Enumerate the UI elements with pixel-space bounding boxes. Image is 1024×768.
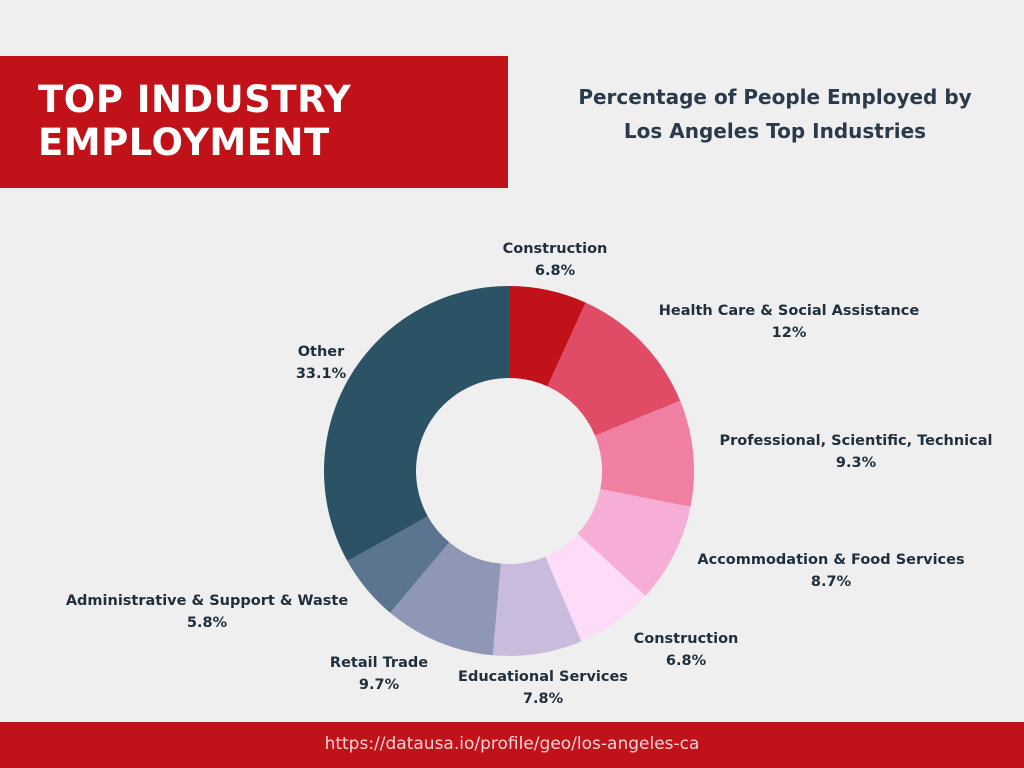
slice-value-label: 7.8% bbox=[523, 691, 564, 707]
slice-value-label: 8.7% bbox=[811, 574, 852, 590]
slice-label-9: Other 33.1% bbox=[296, 344, 347, 382]
title-line-2: EMPLOYMENT bbox=[38, 121, 330, 164]
slice-7 bbox=[390, 542, 501, 656]
slice-category-label: Other bbox=[298, 344, 345, 360]
slice-4 bbox=[577, 489, 691, 596]
slice-category-label: Accommodation & Food Services bbox=[697, 552, 964, 568]
donut-chart: Construction 6.8% Health Care & Social Ass… bbox=[66, 241, 993, 707]
slice-value-label: 6.8% bbox=[666, 653, 707, 669]
slice-6 bbox=[492, 556, 582, 656]
slice-label-7: Retail Trade 9.7% bbox=[330, 655, 428, 693]
slice-8 bbox=[347, 516, 450, 613]
slice-category-label: Construction bbox=[634, 631, 739, 647]
slice-label-4: Accommodation & Food Services 8.7% bbox=[697, 552, 964, 590]
subtitle-line-1: Percentage of People Employed by bbox=[578, 85, 972, 109]
footer-bar: https://datausa.io/profile/geo/los-angel… bbox=[0, 722, 1024, 768]
subtitle-line-2: Los Angeles Top Industries bbox=[623, 119, 927, 143]
slice-label-2: Health Care & Social Assistance 12% bbox=[659, 303, 920, 341]
slice-5 bbox=[545, 533, 646, 642]
source-link[interactable]: https://datausa.io/profile/geo/los-angel… bbox=[324, 734, 700, 754]
slice-value-label: 9.3% bbox=[836, 455, 877, 471]
slice-label-6: Educational Services 7.8% bbox=[458, 669, 628, 707]
slice-category-label: Health Care & Social Assistance bbox=[659, 303, 920, 319]
title-line-1: TOP INDUSTRY bbox=[38, 78, 352, 121]
slice-category-label: Educational Services bbox=[458, 669, 628, 685]
slice-value-label: 6.8% bbox=[535, 263, 576, 279]
slice-value-label: 9.7% bbox=[359, 677, 400, 693]
slice-label-5: Construction 6.8% bbox=[634, 631, 739, 669]
slice-category-label: Construction bbox=[503, 241, 608, 257]
chart-subtitle: Percentage of People Employed by Los Ang… bbox=[540, 80, 1010, 148]
slice-value-label: 33.1% bbox=[296, 366, 347, 382]
slice-2 bbox=[547, 302, 681, 436]
slice-category-label: Retail Trade bbox=[330, 655, 428, 671]
slice-9 bbox=[323, 286, 509, 562]
slice-value-label: 12% bbox=[772, 325, 807, 341]
slice-1 bbox=[509, 286, 586, 387]
slice-category-label: Professional, Scientific, Technical bbox=[719, 433, 992, 449]
title-banner: TOP INDUSTRY EMPLOYMENT bbox=[0, 56, 508, 188]
slice-value-label: 5.8% bbox=[187, 615, 228, 631]
slice-label-3: Professional, Scientific, Technical 9.3% bbox=[719, 433, 992, 471]
slice-category-label: Administrative & Support & Waste bbox=[66, 593, 349, 609]
slice-label-8: Administrative & Support & Waste 5.8% bbox=[66, 593, 349, 631]
slice-3 bbox=[595, 400, 694, 507]
slice-label-1: Construction 6.8% bbox=[503, 241, 608, 279]
